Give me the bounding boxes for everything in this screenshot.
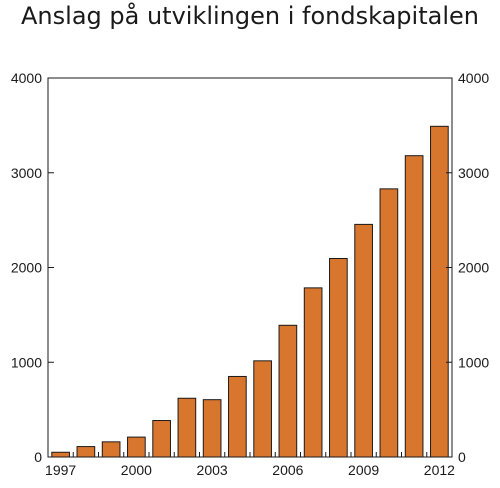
y-tick-label-left: 3000 — [11, 165, 42, 181]
bar-2002 — [177, 397, 197, 458]
bar-2009 — [354, 223, 373, 458]
x-tick-label: 2000 — [121, 462, 152, 478]
x-tick-label: 2006 — [272, 462, 303, 478]
x-tick-label: 2003 — [197, 462, 228, 478]
bar-2011 — [404, 155, 424, 458]
y-tick-label-right: 3000 — [458, 165, 489, 181]
y-tick-label-right: 0 — [458, 449, 466, 465]
y-tick-label-left: 1000 — [11, 354, 42, 370]
axes-group — [47, 77, 453, 458]
bar-1998 — [76, 446, 96, 458]
labels-group: 0 0 1000 1000 2000 2000 3000 3000 4000 4000 1997 20… — [11, 70, 490, 478]
chart-title: Anslag på utviklingen i fondskapitalen — [21, 2, 479, 30]
bar-2000 — [127, 436, 146, 458]
y-tick-label-right: 1000 — [458, 354, 489, 370]
bar-2005 — [253, 360, 272, 458]
bar-1999 — [101, 441, 121, 458]
bar-2001 — [152, 420, 171, 458]
x-tick-label: 1997 — [45, 462, 76, 478]
bar-2008 — [329, 258, 348, 458]
x-tick-label: 2009 — [348, 462, 379, 478]
y-tick-label-left: 2000 — [11, 260, 42, 276]
bar-1997 — [51, 451, 70, 458]
bar-2010 — [379, 188, 399, 458]
bar-2007 — [303, 287, 323, 458]
y-tick-label-left: 4000 — [11, 70, 42, 86]
bar-2006 — [278, 324, 298, 458]
bar-2004 — [228, 375, 247, 458]
bar-2012 — [430, 125, 449, 458]
y-tick-label-right: 4000 — [458, 70, 489, 86]
y-tick-label-left: 0 — [34, 449, 42, 465]
y-tick-label-right: 2000 — [458, 260, 489, 276]
x-tick-label: 2012 — [424, 462, 455, 478]
bars-group — [51, 125, 449, 458]
bar-2003 — [202, 399, 222, 458]
